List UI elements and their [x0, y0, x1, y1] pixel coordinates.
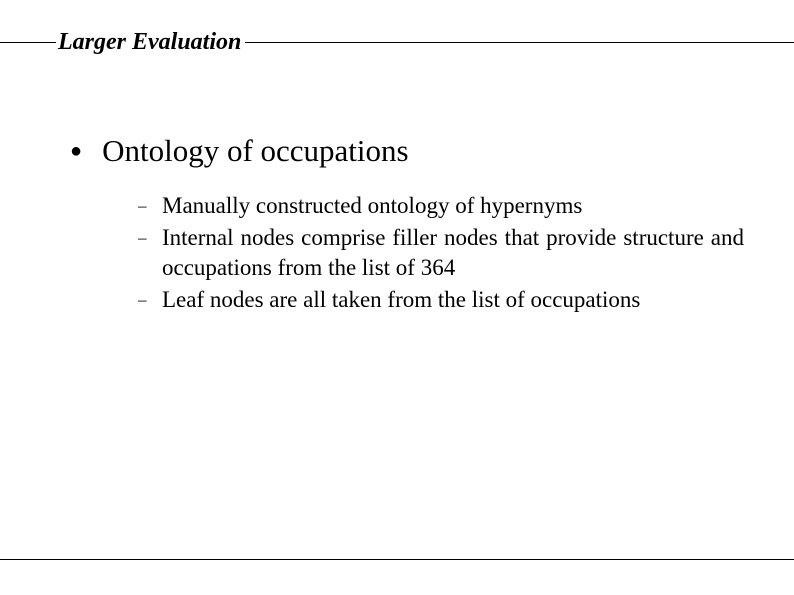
sub-bullet-text: Manually constructed ontology of hyperny…: [162, 191, 582, 221]
sub-bullet-item: – Manually constructed ontology of hyper…: [138, 191, 744, 221]
sub-bullet-item: – Leaf nodes are all taken from the list…: [138, 285, 744, 315]
slide-title: Larger Evaluation: [56, 29, 245, 56]
content-area: ● Ontology of occupations – Manually con…: [70, 133, 744, 317]
sub-bullet-text: Internal nodes comprise filler nodes tha…: [162, 223, 744, 283]
main-bullet-item: ● Ontology of occupations: [70, 133, 744, 169]
header-line-left: [0, 42, 56, 43]
sub-bullet-list: – Manually constructed ontology of hyper…: [138, 191, 744, 315]
bullet-icon: ●: [70, 133, 82, 169]
footer-line: [0, 559, 794, 560]
sub-bullet-text: Leaf nodes are all taken from the list o…: [162, 285, 640, 315]
dash-icon: –: [138, 223, 162, 253]
dash-icon: –: [138, 285, 162, 315]
dash-icon: –: [138, 191, 162, 221]
sub-bullet-item: – Internal nodes comprise filler nodes t…: [138, 223, 744, 283]
header-row: Larger Evaluation: [0, 29, 794, 56]
main-bullet-text: Ontology of occupations: [102, 133, 409, 169]
header-line-right: [245, 42, 794, 43]
